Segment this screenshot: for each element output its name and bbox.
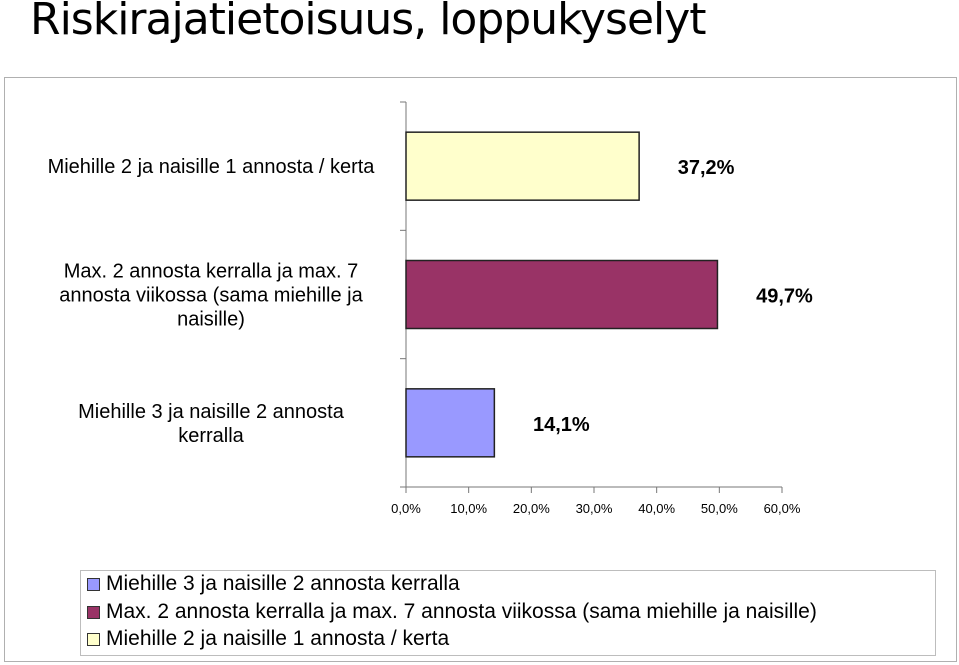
category-label: annosta viikossa (sama miehille ja xyxy=(59,285,363,307)
category-label: Miehille 3 ja naisille 2 annosta xyxy=(78,401,345,423)
legend-item: Max. 2 annosta kerralla ja max. 7 annost… xyxy=(87,600,817,624)
data-label: 37,2% xyxy=(678,157,735,179)
legend-item: Miehille 2 ja naisille 1 annosta / kerta xyxy=(87,627,449,651)
data-label: 49,7% xyxy=(756,286,813,308)
x-tick-label: 0,0% xyxy=(391,501,421,516)
bar xyxy=(405,259,719,330)
bar xyxy=(405,131,640,201)
data-label: 14,1% xyxy=(533,414,590,436)
x-tick-label: 60,0% xyxy=(764,501,801,516)
legend-label: Miehille 3 ja naisille 2 annosta kerrall… xyxy=(106,572,460,595)
legend-item: Miehille 3 ja naisille 2 annosta kerrall… xyxy=(87,572,460,596)
legend-swatch xyxy=(87,632,100,646)
x-tick-label: 30,0% xyxy=(576,501,613,516)
x-tick-label: 20,0% xyxy=(513,501,550,516)
x-tick-label: 50,0% xyxy=(701,501,738,516)
x-tick-label: 10,0% xyxy=(450,501,487,516)
bar xyxy=(405,388,496,458)
category-label: Max. 2 annosta kerralla ja max. 7 xyxy=(64,261,359,283)
category-label: kerralla xyxy=(178,425,244,447)
legend-label: Miehille 2 ja naisille 1 annosta / kerta xyxy=(106,627,450,650)
x-tick-label: 40,0% xyxy=(638,501,675,516)
category-label: naisille) xyxy=(177,309,245,331)
category-label: Miehille 2 ja naisille 1 annosta / kerta xyxy=(48,156,376,178)
page-title: Riskirajatietoisuus, loppukyselyt xyxy=(30,0,707,45)
legend-label: Max. 2 annosta kerralla ja max. 7 annost… xyxy=(106,600,817,623)
legend-swatch xyxy=(87,605,100,619)
chart-legend: Miehille 3 ja naisille 2 annosta kerrall… xyxy=(80,570,936,656)
chart-frame xyxy=(4,77,957,662)
legend-swatch xyxy=(87,577,100,591)
